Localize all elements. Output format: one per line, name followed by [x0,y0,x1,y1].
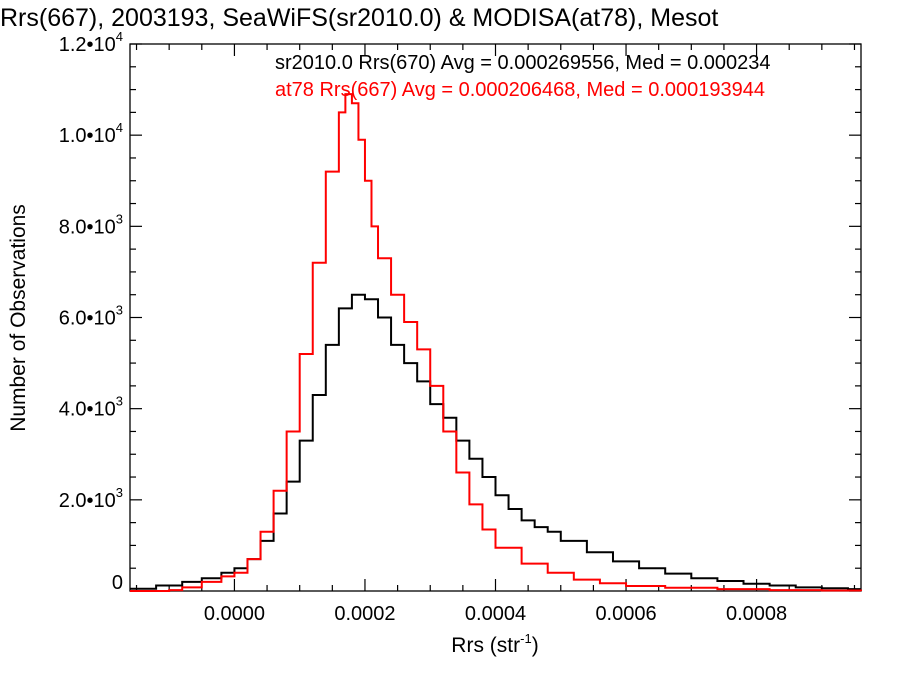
plot-frame [129,43,862,592]
y-tick-mantissa: 8.0•10 [59,216,116,238]
x-tick-label: 0.0004 [465,603,526,625]
y-tick-label: 6.0•103 [59,303,123,330]
series-1-line [130,93,862,592]
x-axis-label: Rrs (str-1) [451,631,538,657]
y-tick-mantissa: 1.2•10 [59,34,116,56]
x-axis-label-sup: -1 [520,631,532,646]
y-tick-exponent: 3 [116,211,123,226]
y-tick-mantissa: 2.0•10 [59,490,116,512]
x-tick-label: 0.0002 [334,603,395,625]
x-tick-label: 0.0000 [204,603,265,625]
series-group [130,93,862,592]
axis-ticks [130,43,861,592]
y-tick-exponent: 3 [116,485,123,500]
annotation-1: at78 Rrs(667) Avg = 0.000206468, Med = 0… [275,79,765,101]
y-axis-label: Number of Observations [7,204,30,432]
y-tick-label: 1.2•104 [59,29,123,56]
x-tick-labels: 0.0000 0.0002 0.0004 0.0006 0.0008 [204,603,787,625]
y-tick-label: 1.0•104 [59,120,123,147]
x-axis-label-main: Rrs (str [451,634,520,657]
chart-title: Rrs(667), 2003193, SeaWiFS(sr2010.0) & M… [0,4,718,32]
y-tick-mantissa: 6.0•10 [59,308,116,330]
y-tick-mantissa: 0 [112,572,123,594]
x-axis-label-close: ) [532,634,539,657]
y-tick-label: 2.0•103 [59,485,123,512]
y-tick-mantissa: 4.0•10 [59,399,116,421]
y-tick-exponent: 3 [116,394,123,409]
y-tick-exponent: 4 [116,120,123,135]
x-tick-label: 0.0006 [595,603,656,625]
y-tick-label: 8.0•103 [59,211,123,238]
y-tick-exponent: 4 [116,29,123,44]
y-tick-mantissa: 1.0•10 [59,125,116,147]
y-tick-labels: 02.0•1034.0•1036.0•1038.0•1031.0•1041.2•… [59,29,123,594]
annotations: sr2010.0 Rrs(670) Avg = 0.000269556, Med… [275,52,771,101]
x-tick-label: 0.0008 [726,603,787,625]
y-tick-label: 0 [112,572,123,594]
annotation-0: sr2010.0 Rrs(670) Avg = 0.000269556, Med… [275,52,771,74]
y-tick-label: 4.0•103 [59,394,123,421]
y-tick-exponent: 3 [116,303,123,318]
